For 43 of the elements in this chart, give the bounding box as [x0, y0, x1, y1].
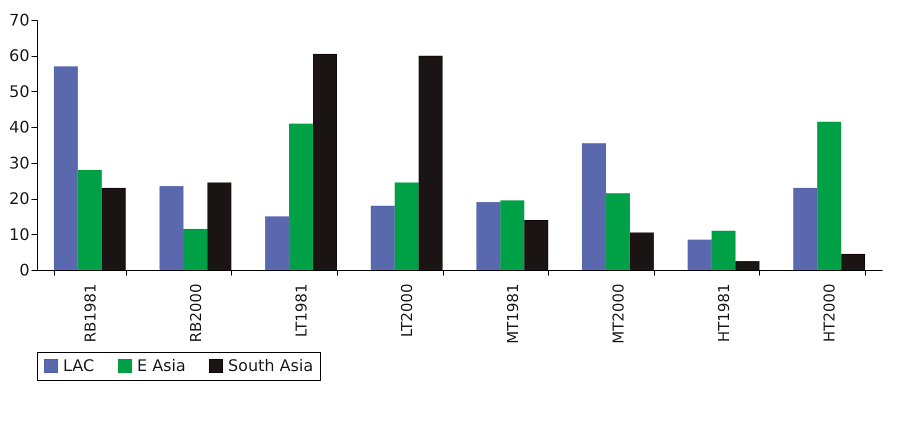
- x-tick-label: MT1981: [504, 284, 522, 344]
- x-tick-label: LT1981: [292, 284, 311, 338]
- y-tick-label: 60: [9, 46, 30, 66]
- bar: [370, 206, 395, 270]
- x-tick-label: LT2000: [398, 284, 416, 338]
- bar: [817, 122, 842, 270]
- y-tick-label: 70: [9, 10, 30, 30]
- x-tick-label: RB2000: [186, 284, 205, 342]
- bar: [582, 143, 606, 270]
- bar: [207, 182, 232, 270]
- bar: [160, 186, 184, 270]
- y-tick-label: 50: [9, 82, 30, 101]
- bar: [313, 54, 337, 270]
- x-tick-label: RB1981: [81, 284, 100, 342]
- legend-label: LAC: [63, 356, 94, 375]
- legend-label: South Asia: [228, 356, 314, 375]
- bar: [630, 232, 654, 270]
- bar: [736, 261, 760, 270]
- x-tick-label: HT2000: [820, 284, 839, 342]
- y-tick-label: 40: [9, 118, 30, 137]
- y-tick-label: 10: [9, 224, 30, 244]
- bar: [54, 66, 78, 270]
- bar: [606, 193, 630, 270]
- bar: [265, 216, 290, 270]
- x-tick-label: MT2000: [609, 284, 628, 344]
- bar: [418, 56, 443, 270]
- bar: [78, 170, 102, 270]
- y-tick-label: 30: [9, 153, 30, 172]
- bar: [102, 188, 126, 270]
- bar: [524, 220, 548, 270]
- bar: [793, 188, 818, 270]
- x-tick-label: HT1981: [715, 284, 734, 342]
- bar: [394, 182, 419, 270]
- bar: [841, 254, 866, 270]
- bar: [289, 124, 314, 270]
- bar: [476, 202, 500, 270]
- bar: [500, 200, 524, 270]
- legend-label: E Asia: [137, 356, 186, 375]
- bar: [712, 230, 736, 270]
- bar: [183, 228, 208, 270]
- bar: [688, 240, 712, 270]
- y-tick-label: 20: [9, 189, 30, 208]
- y-tick-label: 0: [19, 260, 30, 280]
